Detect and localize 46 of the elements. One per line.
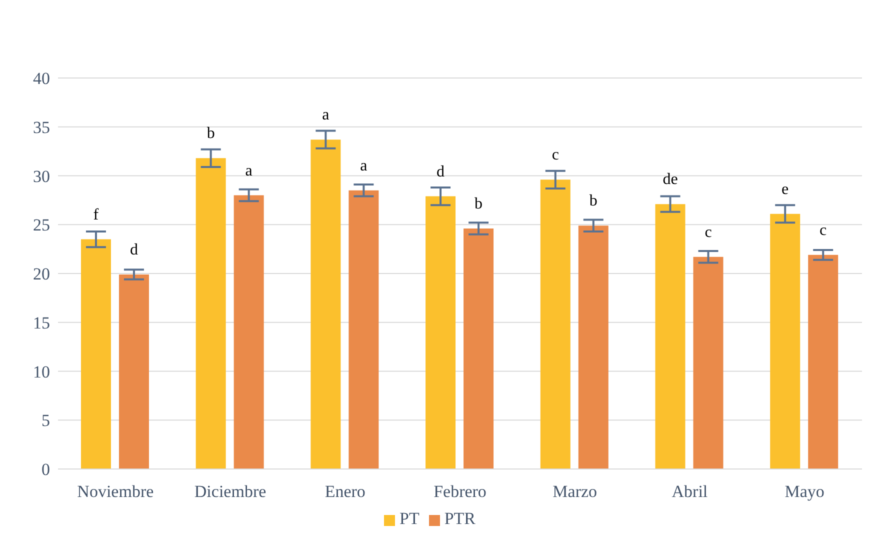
data-label: a: [245, 162, 252, 180]
data-label: f: [93, 206, 100, 224]
data-label: a: [322, 106, 330, 124]
data-label: a: [360, 157, 368, 174]
bar: [426, 196, 456, 469]
x-tick-label: Noviembre: [77, 482, 154, 502]
data-label: b: [474, 196, 483, 213]
y-tick-label: 25: [33, 216, 50, 235]
x-tick-label: Marzo: [552, 482, 598, 502]
y-tick-label: 10: [33, 362, 50, 382]
data-label: d: [130, 241, 138, 258]
data-label: c: [704, 224, 712, 241]
y-tick-label: 40: [33, 69, 50, 88]
x-tick-label: Enero: [324, 482, 366, 502]
y-tick-label: 0: [42, 460, 50, 480]
bar: [196, 158, 226, 469]
bar: [808, 254, 838, 469]
data-label: d: [436, 163, 445, 180]
bar: [693, 256, 724, 469]
bar: [310, 140, 341, 469]
data-label: c: [552, 146, 559, 164]
x-tick-label: Mayo: [784, 482, 824, 502]
x-tick-label: Abril: [672, 482, 708, 502]
legend-label: PT: [399, 509, 420, 528]
bar: [118, 274, 149, 469]
data-label: b: [589, 192, 598, 210]
y-tick-label: 20: [33, 264, 50, 284]
y-tick-label: 30: [33, 166, 50, 186]
data-label: c: [820, 222, 827, 239]
bar: [80, 239, 111, 469]
data-label: de: [662, 171, 678, 188]
bar: [540, 180, 570, 469]
x-tick-label: Febrero: [434, 482, 486, 502]
legend-label: PTR: [444, 509, 476, 528]
data-label: b: [206, 125, 215, 142]
data-label: e: [782, 180, 789, 198]
bar: [464, 228, 494, 469]
bar: [578, 226, 608, 469]
x-tick-label: Diciembre: [194, 482, 266, 502]
bar: [234, 195, 264, 469]
bar: [348, 190, 379, 469]
y-tick-label: 5: [42, 411, 50, 430]
y-tick-label: 35: [33, 118, 50, 137]
bar: [770, 214, 800, 469]
bar: [655, 204, 686, 469]
y-tick-label: 15: [33, 313, 50, 332]
